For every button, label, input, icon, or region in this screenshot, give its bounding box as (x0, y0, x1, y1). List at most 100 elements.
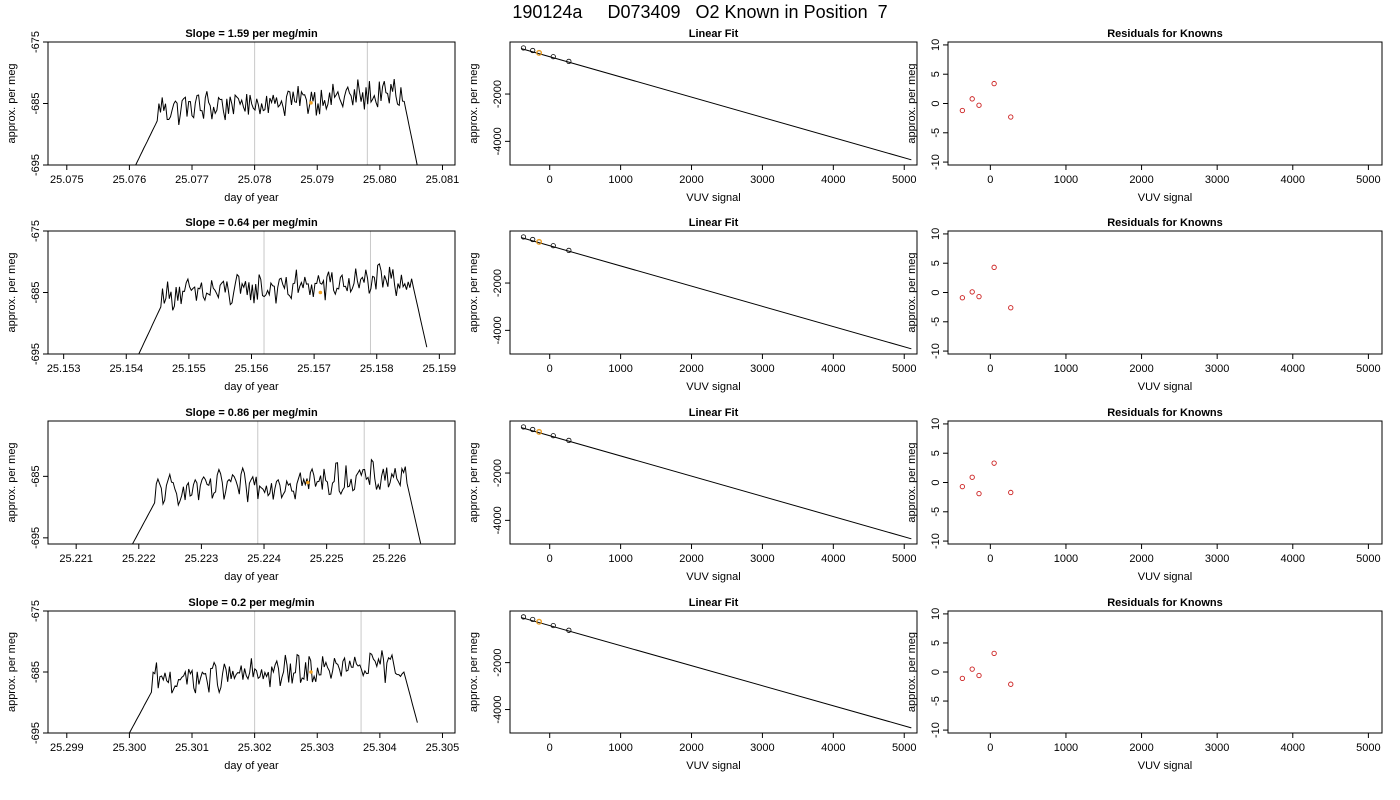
data-layer (520, 614, 912, 729)
panel-title: Slope = 0.86 per meg/min (185, 407, 318, 419)
x-tick-label: 4000 (1281, 553, 1305, 565)
data-point (520, 424, 527, 430)
panel-title: Linear Fit (689, 407, 739, 419)
residual-point (1008, 489, 1014, 496)
residual-point (969, 474, 975, 480)
x-tick-label: 3000 (750, 363, 774, 375)
x-tick-label: 25.157 (297, 363, 331, 375)
x-tick-label: 2000 (1129, 363, 1153, 375)
x-axis-label: day of year (224, 381, 279, 393)
data-point (566, 247, 572, 253)
plot-frame (509, 420, 918, 545)
residual-point (976, 672, 982, 679)
x-tick-label: 5000 (892, 363, 916, 375)
x-tick-label: 25.078 (238, 174, 272, 186)
data-point (550, 243, 556, 249)
data-point (520, 45, 527, 51)
x-tick-label: 2000 (679, 742, 703, 754)
x-tick-label: 1000 (608, 174, 632, 186)
x-tick-label: 25.079 (300, 174, 334, 186)
y-tick-label: -675 (30, 31, 42, 53)
y-tick-label: -695 (30, 154, 42, 176)
x-tick-label: 3000 (750, 553, 774, 565)
highlight-point (536, 49, 543, 56)
x-axis-label: VUV signal (686, 571, 740, 583)
highlight-point (309, 101, 313, 105)
x-tick-label: 25.154 (109, 363, 143, 375)
y-axis-label: approx. per meg (906, 632, 918, 712)
x-tick-label: 2000 (1129, 553, 1153, 565)
x-tick-label: 3000 (1205, 742, 1229, 754)
panel-fit-1: Linear Fit VUV signal approx. per meg 0 1000… (468, 28, 918, 204)
y-tick-label: 10 (930, 418, 942, 430)
fit-line (521, 617, 912, 729)
plot-frame (509, 610, 918, 734)
panel-fit-2: Linear Fit VUV signal approx. per meg 0 1000… (468, 217, 918, 393)
panel-title: Residuals for Knowns (1107, 597, 1223, 609)
x-tick-label: 5000 (892, 553, 916, 565)
y-tick-label: -675 (30, 600, 42, 622)
residual-point (991, 264, 997, 270)
x-tick-label: 25.305 (426, 742, 460, 754)
data-layer (138, 231, 428, 354)
panel-title: Residuals for Knowns (1107, 407, 1223, 419)
x-axis-label: VUV signal (1138, 571, 1192, 583)
x-tick-label: 25.301 (175, 742, 209, 754)
x-tick-label: 4000 (821, 174, 845, 186)
y-tick-label: -5 (930, 317, 942, 327)
y-tick-label: -695 (30, 722, 42, 744)
data-point (566, 627, 572, 633)
plot-frame (947, 420, 1383, 545)
y-axis-label: approx. per meg (906, 252, 918, 332)
y-tick-label: -10 (930, 533, 942, 549)
y-tick-label: -10 (930, 154, 942, 170)
x-tick-label: 25.303 (300, 742, 334, 754)
data-layer (520, 234, 912, 350)
data-point (550, 433, 556, 439)
x-tick-label: 25.075 (50, 174, 84, 186)
plot-frame (947, 230, 1383, 355)
x-tick-label: 0 (547, 553, 553, 565)
data-layer (128, 611, 418, 733)
data-layer (959, 264, 1014, 311)
y-tick-label: -10 (930, 343, 942, 359)
panel-title: Slope = 0.64 per meg/min (185, 217, 318, 229)
residual-point (976, 490, 982, 497)
x-axis-label: day of year (224, 760, 279, 772)
x-tick-label: 25.076 (113, 174, 147, 186)
data-point (530, 47, 536, 54)
x-tick-label: 25.225 (310, 553, 344, 565)
x-tick-label: 4000 (821, 553, 845, 565)
x-tick-label: 1000 (608, 742, 632, 754)
x-tick-label: 0 (987, 174, 993, 186)
residual-point (976, 293, 982, 300)
panel-time-2: Slope = 0.64 per meg/min day of year appro… (6, 217, 456, 393)
plot-frame (47, 41, 456, 166)
y-tick-label: 5 (930, 450, 942, 456)
data-layer (132, 421, 422, 544)
x-tick-label: 5000 (892, 174, 916, 186)
panel-time-4: Slope = 0.2 per meg/min day of year approx… (6, 597, 459, 772)
data-layer (959, 80, 1014, 120)
data-point (530, 426, 536, 433)
highlight-point (318, 290, 323, 295)
highlight-point (536, 428, 543, 435)
residual-point (991, 460, 997, 466)
x-tick-label: 25.224 (247, 553, 281, 565)
x-tick-label: 25.302 (238, 742, 272, 754)
y-axis-label: approx. per meg (6, 632, 18, 712)
figure-title: 190124a D073409 O2 Known in Position 7 (512, 2, 888, 22)
x-tick-label: 2000 (679, 553, 703, 565)
residual-point (1008, 305, 1014, 311)
residual-point (991, 80, 997, 87)
data-point (550, 54, 556, 60)
panel-resid-2: Residuals for Knowns VUV signal approx. pe… (906, 217, 1383, 393)
x-tick-label: 5000 (1356, 363, 1380, 375)
y-tick-label: -685 (30, 661, 42, 683)
residual-point (1008, 681, 1014, 687)
data-point (566, 58, 572, 64)
x-tick-label: 4000 (1281, 742, 1305, 754)
x-tick-label: 25.226 (372, 553, 406, 565)
x-tick-label: 25.221 (59, 553, 93, 565)
